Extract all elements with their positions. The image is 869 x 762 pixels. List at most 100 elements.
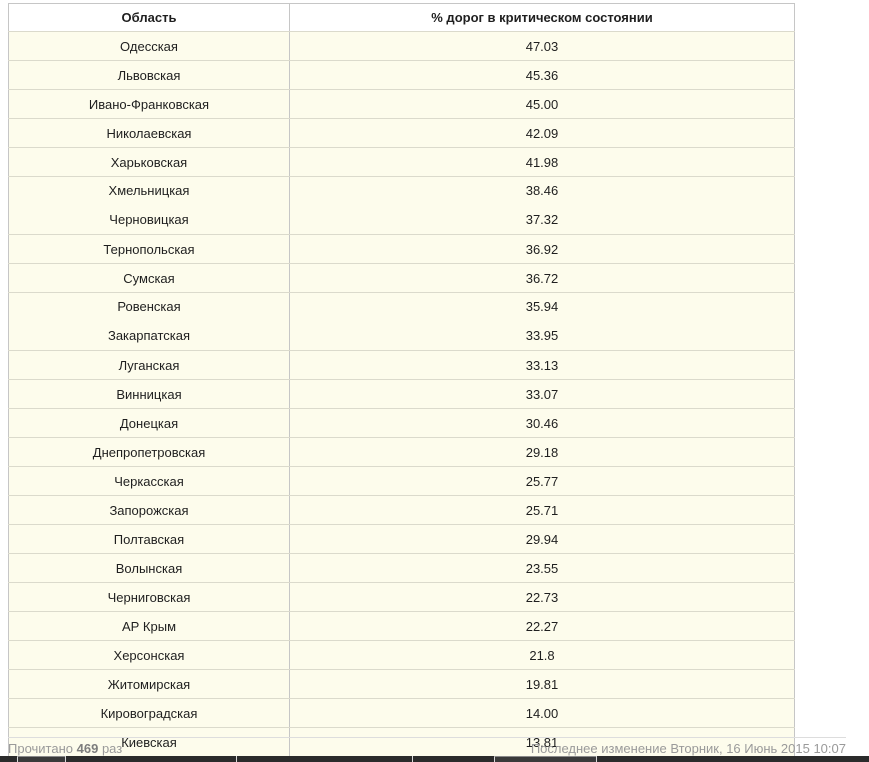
bottom-bar: [0, 756, 869, 762]
table-row: Тернопольская 36.92: [8, 234, 795, 264]
region-cell: Донецкая: [8, 408, 290, 438]
region-text: Закарпатская: [107, 327, 191, 343]
region-text: Львовская: [117, 67, 181, 83]
value-cell: 42.09: [289, 118, 795, 148]
region-text: Киевская: [121, 734, 177, 750]
region-cell: Николаевская: [8, 118, 290, 148]
region-text: Донецкая: [119, 415, 179, 431]
value-text: 19.81: [525, 676, 559, 692]
region-text: Волынская: [115, 560, 183, 576]
region-cell: Львовская: [8, 60, 290, 90]
region-text: Николаевская: [106, 125, 192, 141]
bottom-bar-segment: [17, 756, 65, 762]
table-row: Волынская 23.55: [8, 553, 795, 583]
value-text: 36.72: [525, 270, 559, 286]
value-cell: 35.94 33.95: [289, 292, 795, 351]
value-text: 29.94: [525, 531, 559, 547]
table-row: Черкасская 25.77: [8, 466, 795, 496]
bottom-bar-segment: [412, 756, 494, 762]
value-text: 21.8: [529, 647, 555, 663]
footer: Прочитано 469 раз Последнее изменение Вт…: [8, 740, 846, 756]
table-row: Киевская 13.81: [8, 727, 795, 757]
value-cell: 29.18: [289, 437, 795, 467]
value-text: 47.03: [525, 38, 559, 54]
value-text: 29.18: [525, 444, 559, 460]
table-row: АР Крым 22.27: [8, 611, 795, 641]
region-text: АР Крым: [121, 618, 177, 634]
value-text: 42.09: [525, 125, 559, 141]
value-cell: 23.55: [289, 553, 795, 583]
roads-table: Область % дорог в критическом состоянии …: [8, 3, 795, 757]
table-row: Хмельницкая Черновицкая 38.46 37.32: [8, 176, 795, 235]
value-cell: 38.46 37.32: [289, 176, 795, 235]
region-cell: Черкасская: [8, 466, 290, 496]
bottom-bar-segment: [236, 756, 412, 762]
region-text: Днепропетровская: [92, 444, 206, 460]
region-cell: Днепропетровская: [8, 437, 290, 467]
bottom-bar-segment: [596, 756, 869, 762]
value-text: 22.73: [525, 589, 559, 605]
region-text: Хмельницкая: [108, 183, 190, 198]
region-cell: Запорожская: [8, 495, 290, 525]
region-text: Черкасская: [114, 473, 184, 489]
region-text: Полтавская: [113, 531, 185, 547]
region-text: Винницкая: [116, 386, 182, 402]
value-cell: 33.07: [289, 379, 795, 409]
table-row: Сумская 36.72: [8, 263, 795, 293]
table-row: Одесская 47.03: [8, 31, 795, 61]
region-cell: Херсонская: [8, 640, 290, 670]
table-body: Одесская 47.03 Львовская 45.36 Ивано-Франков…: [8, 31, 795, 757]
table-row: Житомирская 19.81: [8, 669, 795, 699]
table-row: Николаевская 42.09: [8, 118, 795, 148]
region-cell: Черниговская: [8, 582, 290, 612]
value-text: 35.94: [525, 299, 559, 314]
table-row: Ровенская Закарпатская 35.94 33.95: [8, 292, 795, 351]
value-text: 45.36: [525, 67, 559, 83]
value-cell: 19.81: [289, 669, 795, 699]
region-cell: АР Крым: [8, 611, 290, 641]
region-text: Ровенская: [117, 299, 181, 314]
region-text: Кировоградская: [100, 705, 198, 721]
region-text: Черниговская: [107, 589, 191, 605]
value-cell: 36.92: [289, 234, 795, 264]
value-cell: 47.03: [289, 31, 795, 61]
value-text: 33.13: [525, 357, 559, 373]
table-row: Луганская 33.13: [8, 350, 795, 380]
region-text: Сумская: [123, 270, 175, 286]
table-row: Полтавская 29.94: [8, 524, 795, 554]
table-row: Запорожская 25.71: [8, 495, 795, 525]
region-cell: Ивано-Франковская: [8, 89, 290, 119]
table-header-row: Область % дорог в критическом состоянии: [8, 3, 795, 32]
region-text: Херсонская: [113, 647, 185, 663]
value-text: 13.81: [525, 734, 559, 750]
region-cell: Тернопольская: [8, 234, 290, 264]
value-text: 14.00: [525, 705, 559, 721]
value-text: 41.98: [525, 154, 559, 170]
table-row: Ивано-Франковская 45.00: [8, 89, 795, 119]
value-cell: 22.27: [289, 611, 795, 641]
read-prefix: Прочитано: [8, 740, 73, 756]
region-text: Ивано-Франковская: [88, 96, 210, 112]
region-cell: Полтавская: [8, 524, 290, 554]
value-cell: 14.00: [289, 698, 795, 728]
region-text: Одесская: [120, 38, 178, 54]
value-cell: 41.98: [289, 147, 795, 177]
value-text: 38.46: [525, 183, 559, 198]
region-cell: Сумская: [8, 263, 290, 293]
table-row: Львовская 45.36: [8, 60, 795, 90]
region-text: Черновицкая: [109, 211, 189, 227]
region-cell: Харьковская: [8, 147, 290, 177]
region-cell: Луганская: [8, 350, 290, 380]
read-count-label: Прочитано 469 раз: [8, 741, 122, 756]
table-row: Винницкая 33.07: [8, 379, 795, 409]
value-cell: 22.73: [289, 582, 795, 612]
region-cell: Киевская: [8, 727, 290, 757]
region-cell: Одесская: [8, 31, 290, 61]
bottom-bar-segment: [65, 756, 236, 762]
bottom-bar-segment: [0, 756, 17, 762]
table-row: Черниговская 22.73: [8, 582, 795, 612]
region-cell: Винницкая: [8, 379, 290, 409]
table-row: Днепропетровская 29.18: [8, 437, 795, 467]
bottom-bar-segment: [494, 756, 596, 762]
value-text: 25.71: [525, 502, 559, 518]
